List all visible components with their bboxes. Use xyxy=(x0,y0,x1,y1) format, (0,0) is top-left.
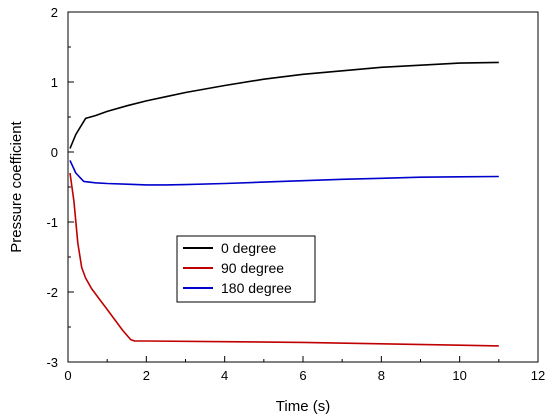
y-tick-label: -2 xyxy=(46,285,58,300)
y-tick-label: -1 xyxy=(46,215,58,230)
x-tick-label: 8 xyxy=(378,368,385,383)
plot-area xyxy=(67,11,539,363)
x-tick-label: 0 xyxy=(64,368,71,383)
y-tick-label: 1 xyxy=(51,75,58,90)
series-line-3 xyxy=(69,160,499,186)
series-line-2 xyxy=(69,172,499,347)
series-layer xyxy=(69,61,499,347)
y-tick-label: -3 xyxy=(46,355,58,370)
x-axis-title: Time (s) xyxy=(276,398,330,415)
legend-label: 180 degree xyxy=(221,280,292,296)
y-tick-label: 2 xyxy=(51,5,58,20)
y-axis-title: Pressure coefficient xyxy=(8,120,25,252)
x-tick-label: 12 xyxy=(531,368,545,383)
x-tick-label: 4 xyxy=(221,368,228,383)
plot-border xyxy=(67,11,539,363)
y-axis: -3 -2 -1 0 1 2 xyxy=(46,5,74,370)
x-tick-label: 2 xyxy=(143,368,150,383)
legend: 0 degree 90 degree 180 degree xyxy=(176,235,316,303)
x-tick-label: 10 xyxy=(452,368,466,383)
series-line-1 xyxy=(69,61,499,149)
legend-label: 0 degree xyxy=(221,240,276,256)
y-tick-label: 0 xyxy=(51,145,58,160)
x-tick-label: 6 xyxy=(299,368,306,383)
legend-label: 90 degree xyxy=(221,260,284,276)
x-axis: 0 2 4 6 8 10 12 xyxy=(64,356,545,383)
